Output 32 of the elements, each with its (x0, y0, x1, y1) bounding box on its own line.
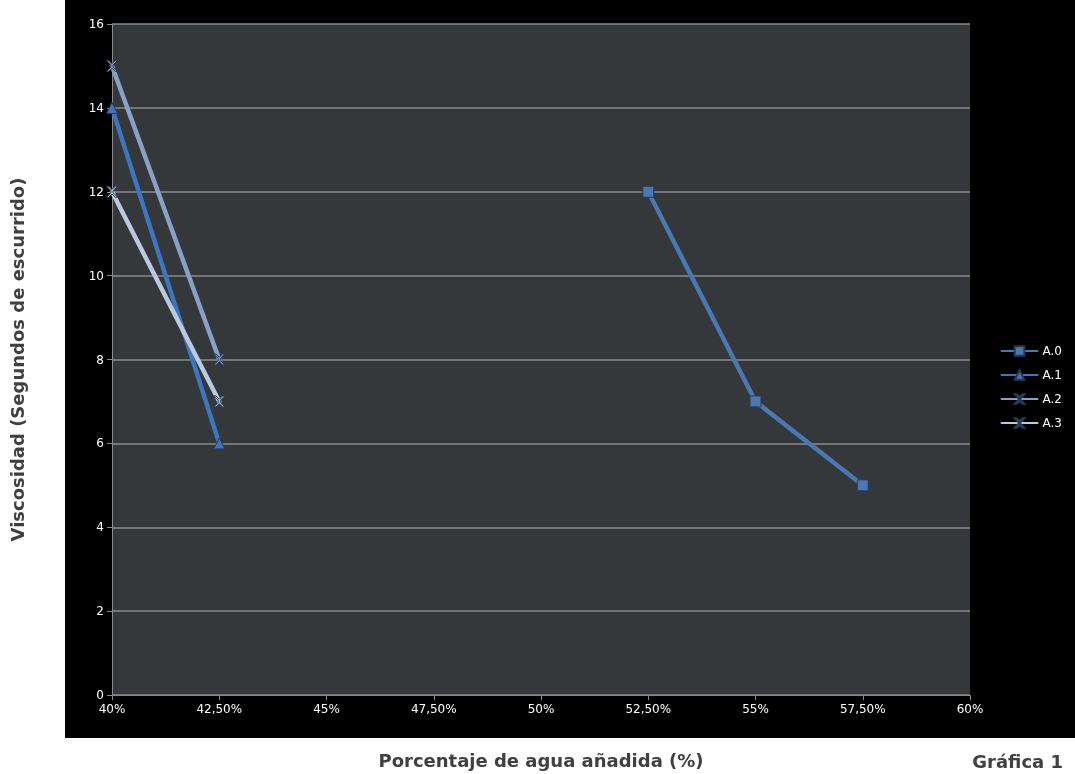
y-axis-title: Viscosidad (Segundos de escurrido) (6, 177, 28, 542)
x-tick-label: 40% (98, 702, 126, 716)
x-tick-label: 47,50% (410, 702, 457, 716)
x-tick-label: 57,50% (839, 702, 886, 716)
legend-label: A.0 (1042, 344, 1063, 358)
point (213, 353, 226, 366)
x-tick-label: 60% (956, 702, 984, 716)
point (213, 395, 226, 408)
y-tick-label: 4 (96, 520, 104, 535)
y-tick-label: 2 (96, 604, 104, 619)
y-tick-label: 6 (96, 436, 104, 451)
x-tick-label: 45% (313, 702, 340, 716)
legend-label: A.2 (1042, 392, 1063, 406)
text: Gráfica 1 (972, 750, 1063, 772)
point (856, 479, 869, 492)
x-tick-label: 55% (742, 702, 769, 716)
y-tick-label: 14 (88, 100, 104, 115)
y-tick-label: 10 (88, 268, 104, 283)
x-tick-label: 42,50% (196, 702, 243, 716)
y-tick-label: 8 (96, 352, 104, 367)
legend-label: A.1 (1042, 368, 1063, 382)
point (642, 185, 655, 198)
point (106, 185, 118, 198)
x-tick-label: 52,50% (625, 702, 672, 716)
y-tick-label: 0 (96, 688, 104, 702)
y-tick-label: 12 (88, 184, 104, 199)
y-tick-label: 16 (88, 17, 104, 31)
point (749, 395, 762, 408)
legend-label: A.3 (1042, 416, 1063, 430)
point (106, 59, 118, 72)
x-tick-label: 50% (527, 702, 555, 716)
x-axis-title: Porcentaje de agua añadida (%) (378, 749, 704, 771)
